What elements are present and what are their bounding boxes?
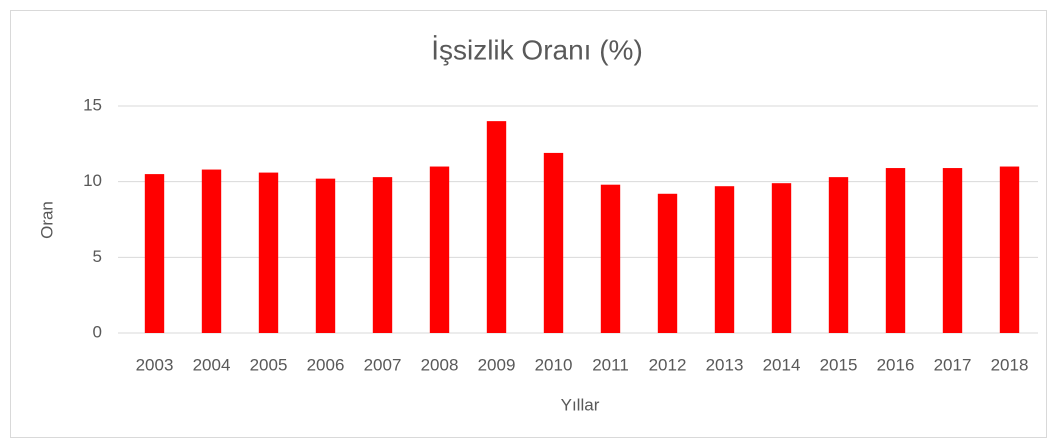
bar [657,193,678,333]
bar [372,177,393,333]
x-tick-label: 2005 [250,355,288,374]
y-tick-label: 5 [93,247,102,266]
bar [999,166,1020,333]
bar [942,168,963,333]
x-tick-label: 2008 [421,355,459,374]
x-tick-label: 2006 [307,355,345,374]
bar [486,121,507,333]
y-tick-label: 10 [83,171,102,190]
x-tick-label: 2017 [934,355,972,374]
y-tick-label: 15 [83,95,102,114]
x-tick-label: 2016 [877,355,915,374]
x-tick-label: 2011 [592,355,629,374]
bar [771,183,792,333]
x-axis-title: Yıllar [561,395,600,414]
x-tick-label: 2003 [136,355,174,374]
x-tick-label: 2007 [364,355,402,374]
chart-frame [10,10,1047,438]
x-tick-label: 2015 [820,355,858,374]
y-axis-title: Oran [37,201,56,239]
bar [315,178,336,333]
x-tick-label: 2018 [991,355,1029,374]
bar [258,172,279,333]
bar [144,174,165,333]
chart-title: İşsizlik Oranı (%) [431,34,643,65]
bar [828,177,849,333]
bar [543,152,564,333]
x-tick-label: 2014 [763,355,801,374]
x-tick-label: 2010 [535,355,573,374]
x-tick-label: 2009 [478,355,516,374]
bar [600,184,621,333]
bar [885,168,906,333]
bar [714,186,735,333]
y-tick-label: 0 [93,322,102,341]
x-tick-label: 2004 [193,355,231,374]
bar [429,166,450,333]
x-tick-label: 2012 [649,355,687,374]
bar [201,169,222,333]
x-tick-label: 2013 [706,355,744,374]
